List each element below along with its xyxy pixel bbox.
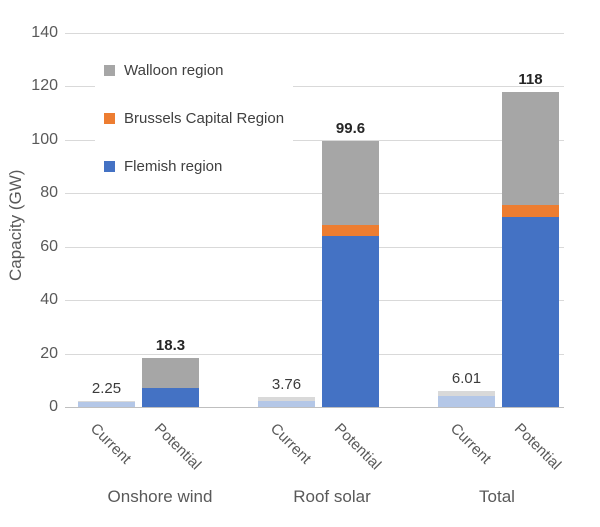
y-tick-label-100: 100 [31,130,58,148]
category-label-potential: Potential [150,420,204,474]
category-label-current: Current [266,420,314,468]
bar-onshore-wind-current [78,400,135,407]
gridline-100 [65,139,564,141]
gridline-120 [65,86,564,88]
bar-value-label: 118 [518,70,543,88]
legend-label-flemish: Flemish region [124,157,223,175]
gridline-40 [65,300,564,302]
gridline-60 [65,246,564,248]
category-label-potential: Potential [330,420,384,474]
bar-segment-flemish [78,402,135,407]
bar-segment-walloon [258,396,315,401]
category-label-current: Current [446,420,494,468]
bar-roof-solar-potential [322,140,379,407]
bar-value-label: 3.76 [271,375,302,393]
bar-segment-brussels [322,224,379,237]
x-axis-line [65,407,564,408]
bar-segment-walloon [78,400,135,403]
bar-value-label: 2.25 [91,379,122,397]
y-tick-label-20: 20 [40,344,58,362]
gridline-140 [65,33,564,34]
bar-segment-flemish [258,400,315,407]
bar-segment-walloon [322,140,379,225]
bar-roof-solar-current [258,396,315,407]
bar-segment-brussels [502,205,559,218]
bar-total-potential [502,91,559,407]
legend-label-walloon: Walloon region [124,61,224,79]
category-label-current: Current [86,420,134,468]
legend-item-walloon: Walloon region [104,61,224,79]
bar-segment-flemish [142,388,199,407]
legend-item-flemish: Flemish region [104,157,223,175]
group-label-total: Total [479,487,515,506]
legend-swatch-brussels [104,112,115,124]
y-tick-label-120: 120 [31,77,58,95]
legend-swatch-walloon [104,64,115,76]
bar-value-label: 99.6 [335,119,366,137]
category-label-potential: Potential [510,420,564,474]
bar-segment-walloon [142,358,199,389]
bar-total-current [438,390,495,407]
gridline-80 [65,193,564,195]
bar-segment-flemish [322,236,379,407]
gridline-20 [65,353,564,355]
bar-onshore-wind-potential [142,358,199,407]
legend-item-brussels: Brussels Capital Region [104,109,285,127]
bar-segment-flemish [502,217,559,407]
bar-segment-walloon [502,91,559,206]
bar-segment-walloon [438,390,495,397]
bar-value-label: 18.3 [155,337,186,355]
legend-swatch-flemish [104,160,115,172]
y-tick-label-0: 0 [49,398,58,415]
bar-value-label: 6.01 [451,369,482,387]
y-tick-label-80: 80 [40,184,58,202]
legend-label-brussels: Brussels Capital Region [124,109,285,127]
y-tick-label-40: 40 [40,291,58,309]
chart-legend: Walloon region Brussels Capital Region Fle… [95,54,293,184]
y-tick-label-60: 60 [40,237,58,255]
group-label-onshore-wind: Onshore wind [107,487,213,506]
group-label-roof-solar: Roof solar [293,487,371,506]
y-tick-label-140: 140 [31,24,58,41]
bar-segment-flemish [438,396,495,407]
